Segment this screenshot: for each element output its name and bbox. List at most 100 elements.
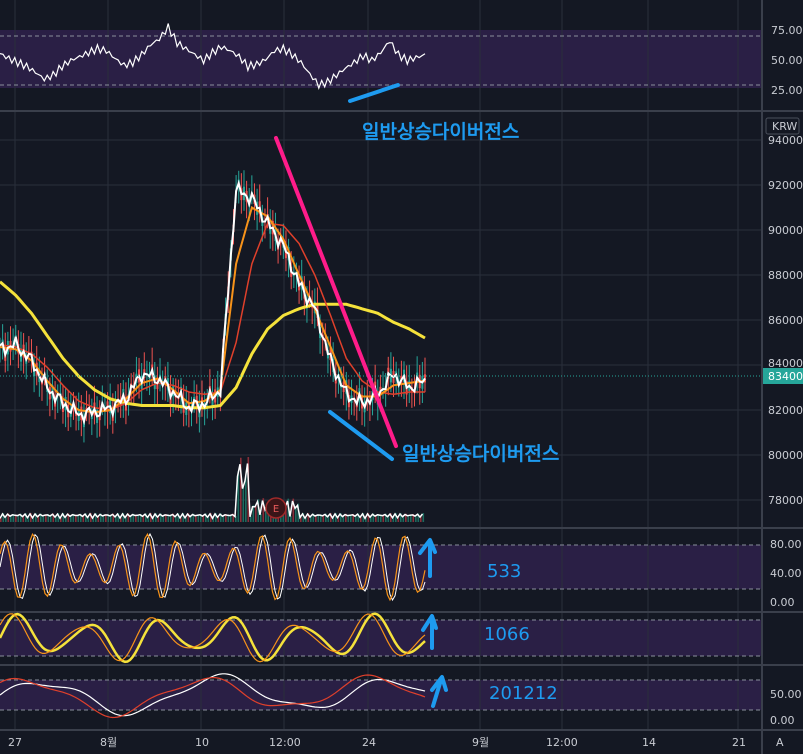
volume-bar (417, 513, 420, 522)
volume-bar (22, 516, 25, 522)
volume-bars (0, 457, 425, 522)
stoch2-band (0, 620, 762, 656)
volume-bar (415, 515, 417, 522)
volume-bar (85, 513, 87, 522)
volume-bar (290, 515, 292, 522)
volume-bar (315, 515, 317, 522)
volume-bar (307, 513, 310, 522)
volume-bar (30, 513, 32, 522)
last-price-label: 83400 (768, 370, 803, 383)
volume-bar (45, 514, 47, 522)
currency-badge[interactable] (765, 117, 800, 135)
volume-bar (210, 513, 212, 522)
time-tick: 12:00 (269, 736, 301, 749)
volume-line (0, 463, 424, 520)
volume-bar (355, 515, 357, 522)
volume-bar (57, 513, 60, 522)
volume-bar (20, 513, 22, 522)
volume-bar (82, 515, 85, 522)
volume-bar (165, 514, 167, 522)
volume-bar (352, 513, 355, 522)
volume-bar (132, 513, 135, 522)
volume-bar (155, 513, 157, 522)
candle-body (424, 374, 426, 383)
volume-bar (77, 514, 80, 522)
stoch3-tick: 50.00 (770, 688, 802, 701)
volume-bar (200, 514, 202, 522)
volume-bar (205, 513, 207, 522)
volume-bar (365, 517, 367, 522)
volume-bar (230, 514, 232, 522)
volume-bar (322, 515, 325, 522)
volume-bar (382, 514, 385, 522)
stoch-panel-1-line (0, 532, 426, 602)
volume-bar (387, 516, 390, 522)
rsi-tick: 25.00 (771, 84, 803, 97)
rsi-lows-line[interactable] (348, 83, 400, 103)
time-axis[interactable]: 27 8월 10 12:00 24 9월 12:00 14 21 A (8, 736, 784, 749)
rsi-tick: 50.00 (771, 54, 803, 67)
volume-bar (17, 514, 20, 522)
volume-bar (320, 514, 322, 522)
volume-bar (107, 514, 110, 522)
volume-bar (302, 513, 305, 522)
volume-bar (325, 513, 327, 522)
volume-bar (67, 513, 70, 522)
price-lows-line[interactable] (328, 410, 394, 461)
up-arrow-icon (430, 675, 448, 708)
volume-bar (345, 513, 347, 522)
volume-bar (295, 506, 297, 522)
volume-bar (135, 514, 137, 522)
volume-bar (37, 516, 40, 522)
volume-bar (142, 515, 145, 522)
volume-bar (7, 513, 10, 522)
price-divergence-label: 일반상승다이버전스 (402, 443, 559, 465)
volume-bar (220, 513, 222, 522)
volume-bar (122, 513, 125, 522)
event-marker[interactable] (265, 497, 287, 519)
volume-bar (172, 513, 175, 522)
volume-bar (347, 514, 350, 522)
volume-bar (300, 516, 302, 522)
rsi-divergence-label: 일반상승다이버전스 (362, 121, 519, 143)
volume-bar (72, 513, 75, 522)
volume-bar (150, 513, 152, 522)
up-arrow-icon (418, 538, 437, 578)
volume-bar (422, 513, 425, 522)
up-arrows (418, 538, 448, 708)
volume-bar (27, 517, 30, 522)
volume-bar (170, 515, 172, 522)
stoch1-tick: 0.00 (770, 596, 795, 609)
volume-bar (120, 517, 122, 522)
volume-bar (55, 516, 57, 522)
volume-bar (330, 513, 332, 522)
price-tick: 80000 (768, 449, 803, 462)
volume-bar (235, 515, 237, 522)
volume-bar (160, 513, 162, 522)
volume-bar (362, 513, 365, 522)
volume-bar (162, 515, 165, 522)
volume-bar (115, 516, 117, 522)
trend-down-line[interactable] (274, 136, 398, 448)
stoch3-tick: 0.00 (770, 714, 795, 727)
stoch-panel-3-line (0, 674, 426, 719)
volume-bar (152, 517, 155, 522)
volume-bar (212, 517, 215, 522)
volume-bar (127, 513, 130, 522)
volume-bar (390, 513, 392, 522)
time-tick: 24 (362, 736, 376, 749)
volume-bar (145, 513, 147, 522)
rsi-tick: 75.00 (771, 24, 803, 37)
auto-scale-icon[interactable]: A (776, 736, 784, 749)
price-tick: 90000 (768, 224, 803, 237)
volume-bar (2, 513, 5, 522)
stoch-panel-3-line (0, 673, 426, 717)
stoch1-label: 533 (487, 561, 521, 582)
price-axis[interactable]: 75.00 50.00 25.00 KRW 94000 92000 90000 … (763, 24, 803, 727)
volume-bar (177, 513, 180, 522)
volume-bar (187, 513, 190, 522)
volume-bar (50, 515, 52, 522)
volume-bar (125, 517, 127, 522)
